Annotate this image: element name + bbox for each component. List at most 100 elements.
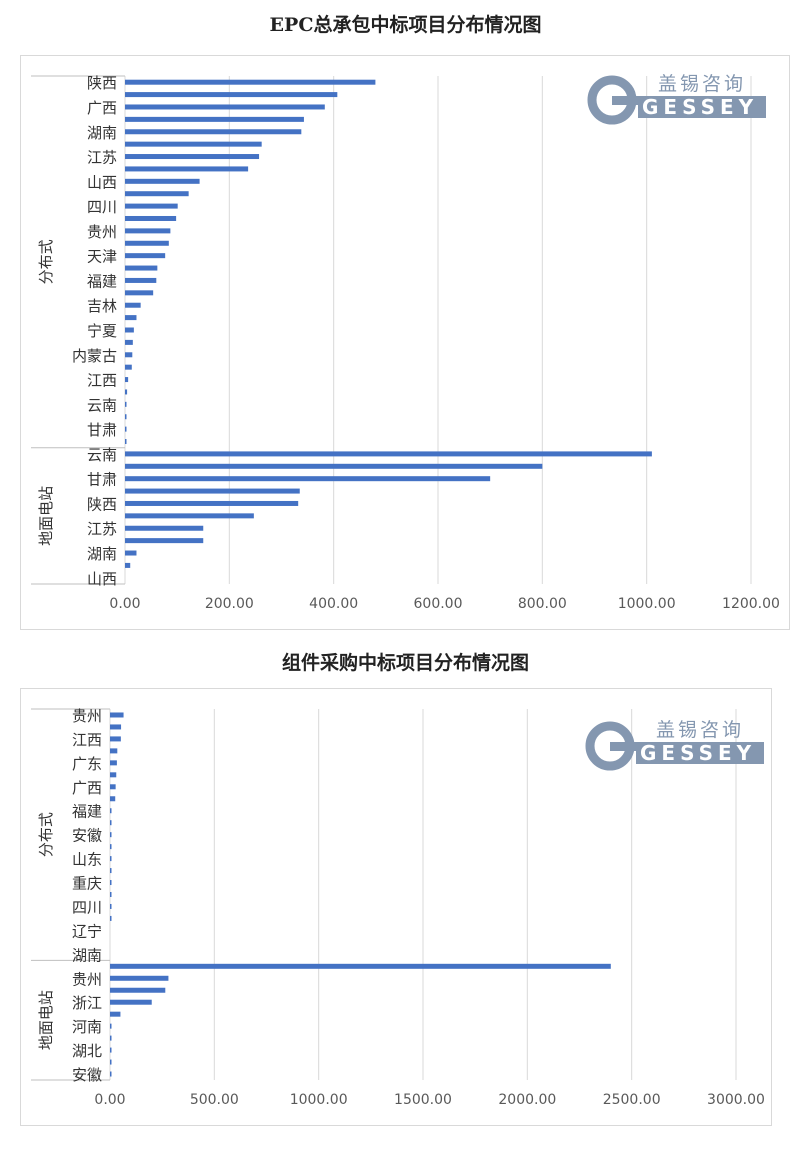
bar — [110, 868, 112, 874]
category-label: 贵州 — [72, 970, 102, 988]
bar — [125, 463, 543, 469]
bar — [125, 414, 127, 420]
bar — [125, 92, 338, 98]
bar — [125, 116, 304, 122]
bar — [110, 987, 166, 993]
bar — [125, 451, 652, 457]
category-label: 广西 — [87, 99, 117, 117]
bar — [125, 315, 137, 321]
bar — [110, 892, 112, 897]
category-label: 江苏 — [87, 520, 117, 538]
bar — [125, 240, 169, 246]
x-tick-label: 1500.00 — [394, 1092, 452, 1108]
bar — [110, 1011, 121, 1017]
bar — [125, 339, 133, 345]
x-tick-label: 1200.00 — [722, 596, 780, 612]
bar — [125, 364, 132, 370]
bar — [125, 476, 491, 482]
category-label: 安徽 — [72, 827, 102, 845]
category-label: 福建 — [72, 803, 102, 821]
x-tick-label: 1000.00 — [618, 596, 676, 612]
category-label: 内蒙古 — [72, 347, 117, 365]
group-label: 分布式 — [37, 239, 55, 284]
logo-g-bar — [612, 96, 638, 105]
bar — [125, 401, 127, 407]
bar — [125, 154, 260, 160]
x-tick-label: 600.00 — [414, 596, 463, 612]
category-label: 贵州 — [87, 223, 117, 241]
bar — [110, 963, 611, 969]
bar — [110, 999, 152, 1005]
logo-english-text: GESSEY — [640, 741, 756, 765]
chart1-panel: 0.00 200.00 400.00 600.00 800.00 1000.00 1200.… — [20, 55, 790, 630]
x-tick-label: 0.00 — [94, 1092, 125, 1108]
bar — [125, 141, 262, 147]
category-label: 重庆 — [72, 875, 102, 893]
bar — [125, 525, 204, 531]
category-label: 福建 — [87, 272, 117, 290]
bar — [110, 760, 117, 766]
category-label: 贵州 — [72, 707, 102, 725]
bar — [125, 104, 325, 110]
x-tick-label: 2500.00 — [603, 1092, 661, 1108]
category-label: 湖南 — [72, 946, 102, 964]
bar — [110, 808, 112, 814]
bar — [110, 880, 112, 886]
bar — [125, 203, 178, 209]
category-label: 宁夏 — [87, 322, 117, 340]
category-label: 湖北 — [72, 1042, 102, 1060]
category-label: 河南 — [72, 1018, 102, 1036]
bar — [110, 820, 112, 826]
x-tick-label: 0.00 — [109, 596, 140, 612]
category-label: 吉林 — [87, 297, 117, 315]
bar — [125, 253, 166, 259]
bar — [110, 1023, 112, 1029]
category-label: 广西 — [72, 779, 102, 797]
bar — [125, 228, 171, 234]
bar — [110, 712, 124, 718]
group-label: 地面电站 — [37, 486, 55, 546]
category-label: 江西 — [87, 372, 117, 390]
bar — [110, 856, 112, 862]
category-label: 浙江 — [72, 994, 102, 1012]
bar — [125, 377, 129, 383]
category-label: 广东 — [72, 755, 102, 773]
category-label: 山东 — [72, 851, 102, 869]
bar — [125, 191, 189, 197]
logo-chinese-text: 盖锡咨询 — [656, 719, 744, 741]
bar — [125, 277, 157, 283]
category-label: 安徽 — [72, 1066, 102, 1084]
logo-band — [636, 742, 764, 764]
bar — [110, 1035, 112, 1041]
bar — [110, 796, 116, 802]
x-tick-label: 800.00 — [518, 596, 567, 612]
bar — [125, 562, 131, 568]
bar — [125, 513, 254, 519]
category-label: 山西 — [87, 173, 117, 191]
chart2-title: 组件采购中标项目分布情况图 — [281, 652, 529, 674]
logo-english-text: GESSEY — [642, 95, 758, 119]
category-label: 湖南 — [87, 124, 117, 142]
x-tick-label: 2000.00 — [498, 1092, 556, 1108]
chart2-panel: 0.00 500.00 1000.00 1500.00 2000.00 2500.00 30… — [20, 688, 772, 1126]
bar — [125, 290, 154, 296]
logo-g-bar — [610, 742, 636, 751]
category-label: 天津 — [87, 248, 117, 266]
category-label: 云南 — [87, 446, 117, 464]
x-tick-label: 1000.00 — [290, 1092, 348, 1108]
group-label: 分布式 — [37, 812, 55, 857]
bar — [110, 975, 169, 981]
chart2-plot: 0.00 500.00 1000.00 1500.00 2000.00 2500.00 30… — [31, 707, 765, 1108]
bar — [110, 844, 112, 850]
bar — [125, 538, 204, 544]
category-label: 陕西 — [87, 495, 117, 513]
bar — [125, 500, 299, 506]
bar — [125, 265, 158, 271]
bar — [125, 129, 302, 135]
category-label: 陕西 — [87, 74, 117, 92]
category-label: 湖南 — [87, 545, 117, 563]
bar — [110, 832, 112, 838]
bar — [125, 488, 300, 494]
bar — [110, 1059, 112, 1065]
